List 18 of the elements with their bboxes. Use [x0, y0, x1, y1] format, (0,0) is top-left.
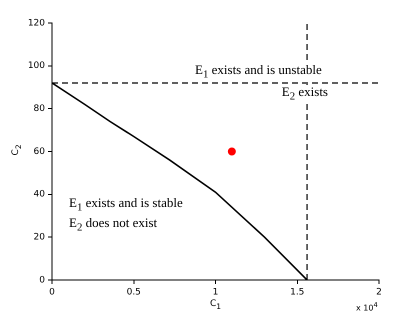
y-tick-label: 80	[34, 104, 46, 114]
annotation: E$_{2}$ does not exist	[69, 215, 158, 235]
text: x 10$^{4}$	[356, 298, 378, 316]
x-tick-label: 0.5	[126, 288, 141, 298]
y-tick-label: 100	[28, 61, 46, 72]
y-tick-label: 60	[34, 146, 46, 157]
annotation: E$_{2}$ exists	[282, 84, 328, 104]
x-tick-label: 1	[212, 288, 218, 298]
x-tick-label: 0	[49, 288, 56, 298]
annotation: E$_{1}$ exists and is stable	[69, 195, 183, 215]
y-tick-label: 20	[34, 232, 46, 243]
x-axis-title: C$_{1}$	[208, 299, 222, 311]
x-tick-label: 1.5	[290, 288, 304, 298]
y-tick-label: 0	[39, 275, 46, 286]
annotation: E$_{1}$ exists and is unstable	[195, 62, 322, 82]
y-tick-label: 40	[34, 190, 46, 200]
x-tick-label: 2	[376, 288, 382, 298]
y-tick-label: 120	[28, 18, 46, 28]
